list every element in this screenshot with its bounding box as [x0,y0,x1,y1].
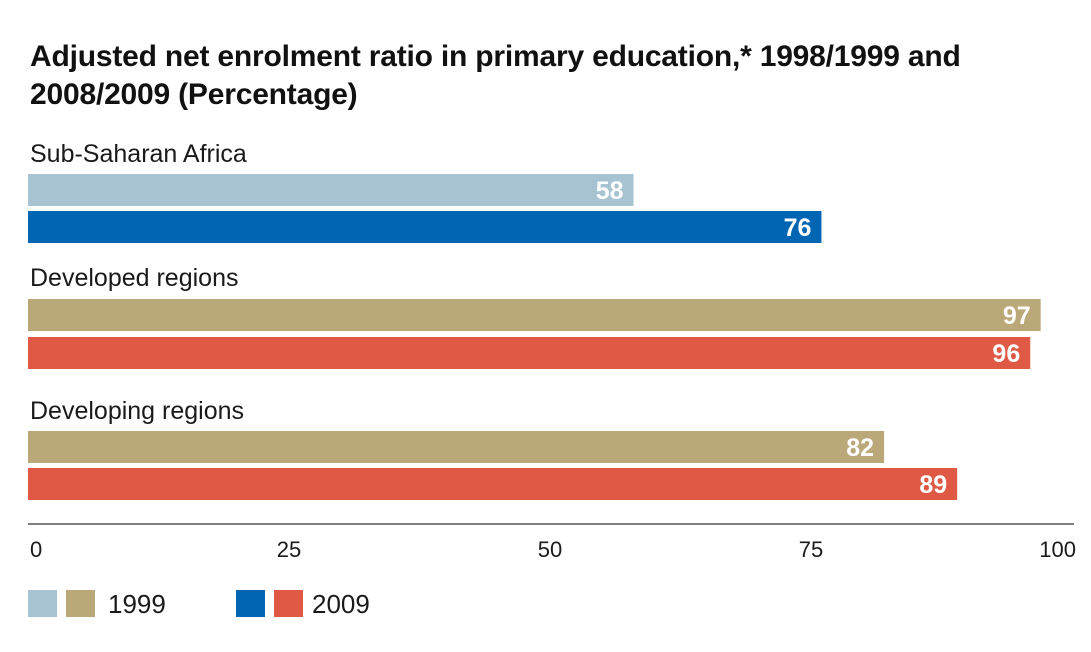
bar-2009 [28,337,1031,369]
value-label: 82 [846,434,874,462]
value-label: 97 [1003,302,1031,330]
group-label: Developed regions [30,264,238,292]
tick-label: 25 [277,537,301,562]
tick-label: 75 [799,537,823,562]
bar-2009 [28,211,822,243]
legend-swatch [274,590,303,617]
tick-label: 100 [1039,537,1076,562]
legend-swatch [28,590,57,617]
group-label: Sub-Saharan Africa [30,140,247,168]
bar-1999 [28,431,885,463]
chart-title: Adjusted net enrolment ratio in primary … [30,40,961,111]
value-label: 96 [992,340,1020,368]
legend-swatch [66,590,95,617]
bar-1999 [28,299,1041,331]
value-label: 89 [919,471,947,499]
bar-1999 [28,174,634,206]
legend-swatch [236,590,265,617]
value-label: 58 [596,177,624,205]
group-label: Developing regions [30,397,244,425]
legend-label: 2009 [312,589,370,619]
bar-2009 [28,468,958,500]
legend-label: 1999 [108,589,166,619]
value-label: 76 [784,214,812,242]
tick-label: 50 [538,537,562,562]
tick-label: 0 [30,537,42,562]
